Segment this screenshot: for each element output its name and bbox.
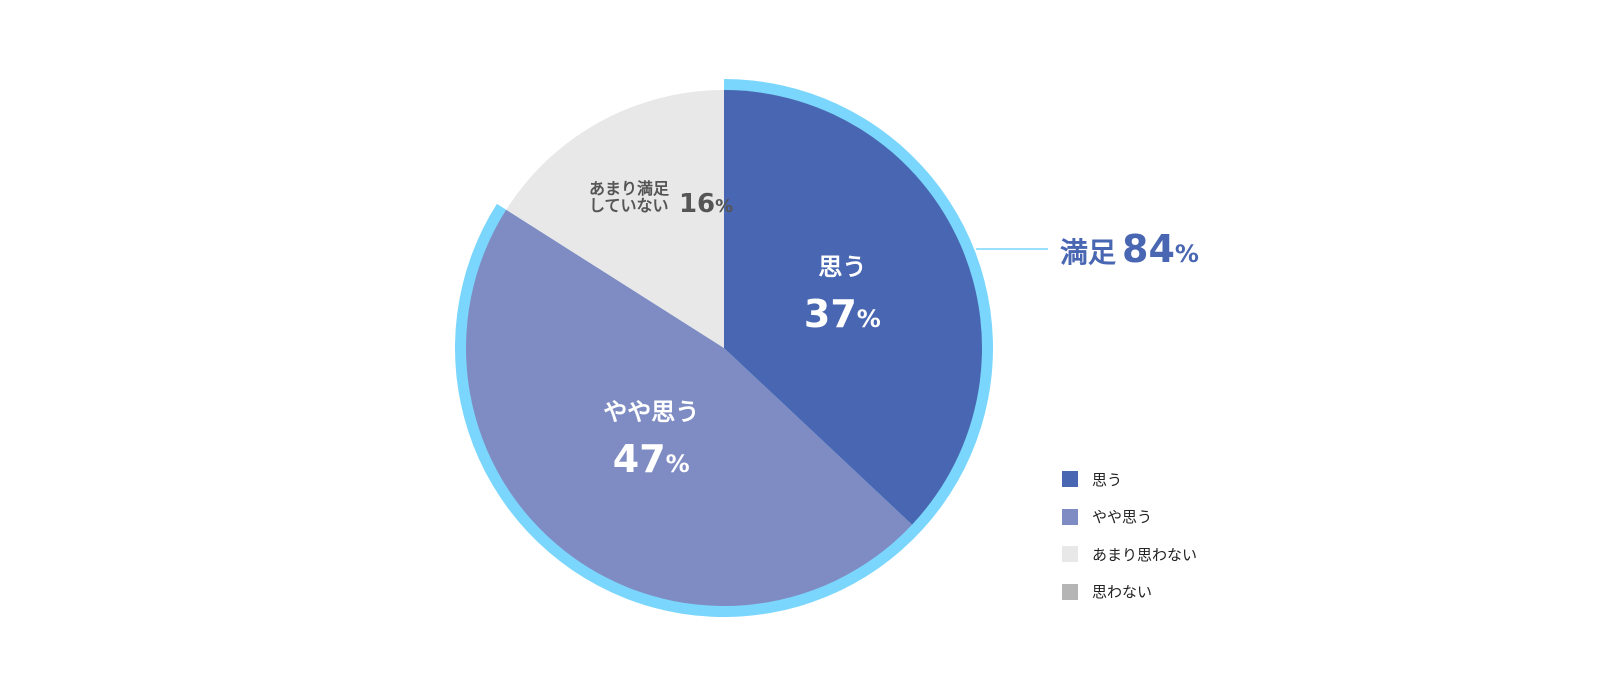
legend-label: あまり思わない <box>1092 545 1198 564</box>
slice-label-1: 思う 37% <box>804 253 881 336</box>
legend-item-2: やや思う <box>1062 506 1197 528</box>
legend-label: 思う <box>1092 470 1123 489</box>
legend-swatch <box>1062 583 1078 600</box>
legend-swatch <box>1062 471 1078 487</box>
pie-slice-2 <box>466 209 913 606</box>
svg-text:あまり満足していない: あまり満足していない <box>589 179 670 215</box>
satisfied-total-label: 満足 84% <box>1060 227 1199 271</box>
pie-slice-1 <box>724 90 982 525</box>
legend-label: 思わない <box>1092 583 1153 601</box>
svg-text:やや思う: やや思う <box>603 398 699 426</box>
pie-slice-3 <box>506 89 724 348</box>
legend-item-1: 思う <box>1062 468 1197 490</box>
legend: 思うやや思うあまり思わない 思わない <box>1062 468 1197 618</box>
legend-swatch <box>1062 546 1078 562</box>
svg-text:37%: 37% <box>804 292 881 336</box>
legend-item-3: あまり思わない <box>1062 543 1197 565</box>
legend-label: やや思う <box>1092 508 1153 526</box>
legend-swatch <box>1062 508 1078 525</box>
svg-text:思う: 思う <box>818 253 866 281</box>
legend-item-4: 思わない <box>1062 581 1197 603</box>
